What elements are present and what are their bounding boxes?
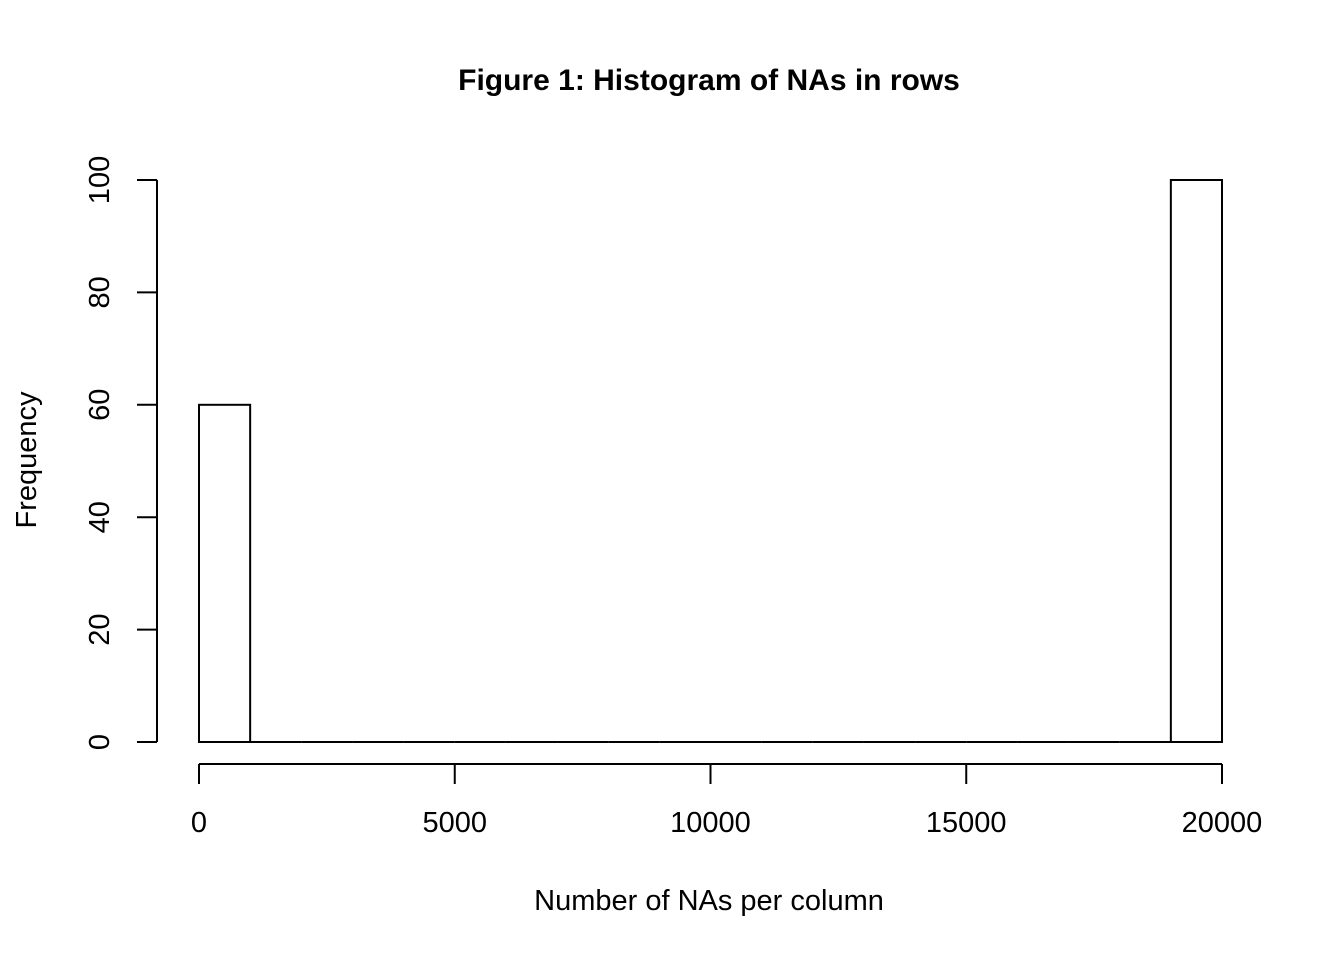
y-tick-label: 60 bbox=[84, 389, 116, 421]
histogram-bar bbox=[1169, 179, 1223, 743]
y-tick-label: 100 bbox=[84, 156, 116, 204]
x-tick-label: 20000 bbox=[1182, 807, 1263, 839]
x-axis-label: Number of NAs per column bbox=[534, 885, 884, 917]
y-tick-label: 40 bbox=[84, 501, 116, 533]
histogram-bar bbox=[198, 403, 252, 743]
x-tick-label: 15000 bbox=[926, 807, 1007, 839]
x-tick-label: 10000 bbox=[670, 807, 751, 839]
y-tick-label: 0 bbox=[84, 734, 116, 750]
x-tick-label: 5000 bbox=[422, 807, 487, 839]
y-axis-label: Frequency bbox=[11, 391, 43, 529]
y-tick-label: 80 bbox=[84, 276, 116, 308]
bars-group bbox=[198, 179, 1223, 743]
x-tick-label: 0 bbox=[191, 807, 207, 839]
chart-title: Figure 1: Histogram of NAs in rows bbox=[458, 64, 960, 97]
y-tick-label: 20 bbox=[84, 613, 116, 645]
x-axis: 0 5000 10000 15000 20000 bbox=[191, 763, 1263, 839]
y-axis: 0 20 40 60 80 100 bbox=[84, 156, 158, 750]
